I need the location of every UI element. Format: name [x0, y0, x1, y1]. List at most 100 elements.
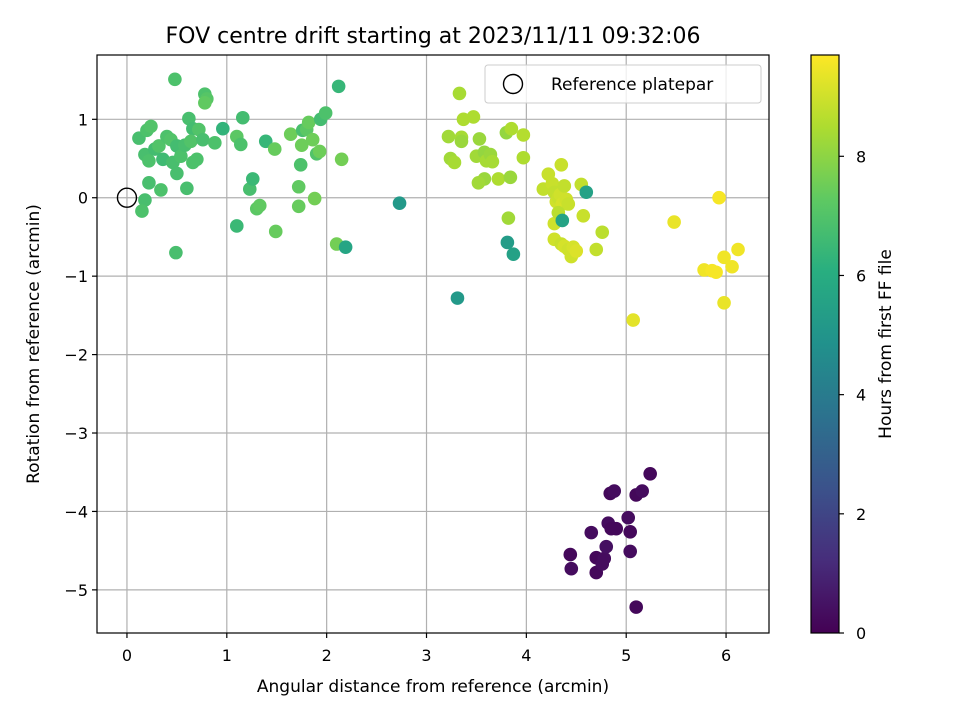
- y-tick-label: −4: [64, 502, 88, 521]
- legend-reference-marker: [502, 73, 524, 95]
- data-point: [623, 525, 638, 539]
- data-point: [450, 291, 465, 305]
- data-point: [184, 134, 198, 149]
- x-tick-label: 3: [421, 646, 431, 665]
- data-point: [731, 242, 745, 257]
- data-point: [138, 193, 152, 207]
- data-point: [291, 179, 306, 194]
- data-point: [216, 121, 230, 136]
- data-point: [712, 190, 726, 205]
- colorbar-ticks: 0 2 4 6 8: [839, 147, 866, 643]
- data-point: [268, 224, 283, 239]
- data-point: [245, 172, 260, 186]
- data-point: [307, 191, 322, 206]
- data-point: [503, 170, 518, 185]
- data-point: [144, 119, 158, 134]
- grid-lines: [97, 55, 769, 633]
- y-tick-label: −2: [64, 346, 88, 365]
- data-point: [506, 247, 521, 262]
- data-point: [709, 265, 723, 280]
- data-point: [441, 129, 456, 144]
- legend-entry-reference: Reference platepar: [551, 75, 713, 95]
- x-axis-label: Angular distance from reference (arcmin): [257, 677, 609, 697]
- data-point: [334, 152, 349, 167]
- data-point: [576, 208, 591, 223]
- data-point: [168, 72, 182, 87]
- data-point: [318, 106, 333, 120]
- data-point: [169, 245, 183, 260]
- colorbar-tick-label: 2: [856, 505, 866, 524]
- data-point: [198, 96, 212, 110]
- data-point: [491, 172, 506, 186]
- data-point: [595, 225, 610, 240]
- y-tick-label: 0: [78, 189, 88, 208]
- data-point: [504, 121, 519, 136]
- data-point: [174, 149, 188, 163]
- x-tick-label: 2: [322, 646, 332, 665]
- data-point: [392, 196, 407, 211]
- data-point: [154, 183, 168, 197]
- data-point: [501, 211, 516, 225]
- data-point: [626, 313, 641, 327]
- data-point: [635, 484, 649, 498]
- data-point: [312, 144, 327, 159]
- data-point: [589, 242, 604, 257]
- data-point: [233, 137, 248, 152]
- data-point: [294, 138, 309, 152]
- data-point: [135, 204, 149, 218]
- colorbar-tick-label: 6: [856, 266, 866, 285]
- data-point: [667, 215, 681, 229]
- y-tick-label: −1: [64, 267, 88, 286]
- data-point: [142, 154, 156, 168]
- data-point: [152, 139, 166, 153]
- x-tick-label: 6: [721, 646, 731, 665]
- colorbar-label: Hours from first FF file: [876, 249, 896, 439]
- data-point: [725, 259, 739, 274]
- data-point: [293, 157, 308, 172]
- data-point: [584, 525, 599, 540]
- data-point: [252, 198, 267, 213]
- y-tick-label: −5: [64, 581, 88, 600]
- data-point: [331, 79, 346, 94]
- plot-area-frame: [96, 54, 770, 634]
- data-point: [569, 244, 584, 258]
- data-point: [621, 510, 636, 525]
- data-point: [516, 150, 531, 165]
- chart-title: FOV centre drift starting at 2023/11/11 …: [166, 24, 701, 49]
- data-point: [466, 110, 481, 124]
- x-tick-label: 1: [222, 646, 232, 665]
- data-point: [208, 136, 222, 150]
- data-point: [472, 132, 487, 146]
- data-point: [599, 539, 614, 554]
- x-tick-label: 4: [521, 646, 531, 665]
- data-point: [643, 466, 657, 481]
- data-point: [554, 157, 569, 172]
- data-point: [283, 127, 298, 142]
- data-point: [500, 235, 515, 250]
- data-point: [623, 544, 638, 559]
- data-points: [116, 72, 745, 614]
- data-point: [267, 142, 282, 156]
- data-point: [338, 240, 353, 254]
- data-point: [258, 134, 273, 149]
- data-point: [516, 128, 531, 142]
- data-point: [609, 521, 624, 536]
- colorbar-gradient: [810, 54, 840, 634]
- colorbar-tick-label: 8: [856, 147, 866, 166]
- data-point: [186, 155, 200, 170]
- x-axis-ticks: 0 1 2 3 4 5 6: [122, 633, 731, 665]
- data-point: [597, 551, 612, 566]
- data-point: [555, 213, 570, 228]
- colorbar: 0 2 4 6 8 Hours from first FF file: [810, 54, 896, 643]
- legend: Reference platepar: [484, 64, 762, 104]
- x-tick-label: 5: [621, 646, 631, 665]
- y-axis-label: Rotation from reference (arcmin): [24, 204, 44, 484]
- data-point: [301, 115, 316, 130]
- data-point: [717, 296, 731, 310]
- data-point: [182, 111, 196, 126]
- data-point: [579, 185, 594, 200]
- data-point: [564, 561, 579, 576]
- x-tick-label: 0: [122, 646, 132, 665]
